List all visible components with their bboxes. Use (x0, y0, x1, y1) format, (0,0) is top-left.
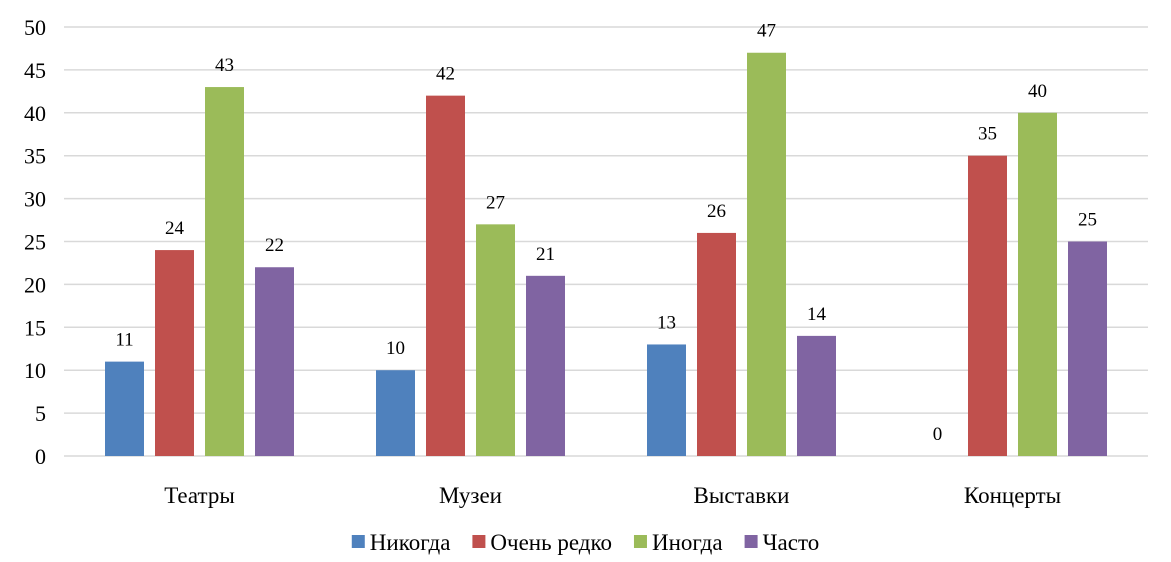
category-label: Музеи (439, 483, 502, 508)
legend-swatch (744, 535, 758, 548)
data-labels: 11 24 43 22 10 42 27 21 13 26 47 14 0 35 40 25 (115, 21, 1097, 445)
bar-2-3 (797, 335, 836, 456)
bar-0-0 (105, 361, 144, 456)
data-label: 10 (386, 338, 405, 359)
category-label: Театры (164, 483, 235, 508)
grid-lines (64, 26, 1148, 457)
category-label: Концерты (964, 483, 1061, 508)
y-tick-label: 10 (24, 358, 46, 383)
bar-2-2 (747, 52, 786, 457)
data-label: 40 (1028, 81, 1047, 102)
bar-3-1 (968, 155, 1007, 456)
y-tick-label: 15 (24, 315, 46, 340)
data-label: 42 (436, 64, 455, 85)
legend-label: Иногда (652, 530, 723, 555)
bar-0-2 (205, 87, 244, 456)
data-label: 35 (978, 124, 997, 145)
y-tick-label: 30 (24, 187, 46, 212)
data-label: 21 (536, 244, 555, 265)
bar-0-3 (255, 267, 294, 456)
legend: Никогда Очень редко Иногда Часто (351, 530, 820, 555)
legend-label: Часто (763, 530, 820, 555)
data-label: 47 (757, 21, 776, 42)
bar-2-0 (647, 344, 686, 456)
data-label: 14 (807, 304, 827, 325)
legend-swatch (633, 535, 647, 548)
legend-swatch (351, 535, 365, 548)
data-label: 43 (215, 55, 234, 76)
bar-1-3 (526, 275, 565, 456)
y-tick-label: 45 (24, 58, 46, 83)
data-label: 0 (933, 424, 943, 445)
legend-item: Иногда (633, 530, 723, 555)
bar-1-1 (426, 95, 465, 456)
legend-item: Никогда (351, 530, 451, 555)
bar-3-3 (1068, 241, 1107, 456)
y-tick-label: 35 (24, 144, 46, 169)
data-label: 13 (657, 312, 676, 333)
data-label: 25 (1078, 210, 1097, 231)
legend-label: Никогда (370, 530, 451, 555)
bar-3-2 (1018, 112, 1057, 457)
y-tick-label: 50 (24, 15, 46, 40)
bar-1-2 (476, 224, 515, 456)
data-label: 27 (486, 192, 505, 213)
legend-label: Очень редко (490, 530, 612, 555)
y-tick-label: 40 (24, 101, 46, 126)
category-label: Выставки (694, 483, 790, 508)
legend-item: Часто (744, 530, 820, 555)
data-label: 24 (165, 218, 185, 239)
bar-1-0 (376, 370, 415, 456)
bar-0-1 (155, 250, 194, 456)
y-tick-label: 20 (24, 272, 46, 297)
bars (105, 52, 1107, 457)
bar-2-1 (697, 232, 736, 456)
y-tick-label: 0 (35, 444, 46, 469)
data-label: 11 (115, 330, 133, 351)
y-tick-label: 5 (35, 401, 46, 426)
y-axis-tick-labels: 0 5 10 15 20 25 30 35 40 45 50 (24, 15, 46, 469)
data-label: 26 (707, 201, 726, 222)
data-label: 22 (265, 235, 284, 256)
y-tick-label: 25 (24, 230, 46, 255)
legend-item: Очень редко (472, 530, 612, 555)
legend-swatch (472, 535, 486, 548)
x-axis-category-labels: Театры Музеи Выставки Концерты (164, 483, 1061, 508)
